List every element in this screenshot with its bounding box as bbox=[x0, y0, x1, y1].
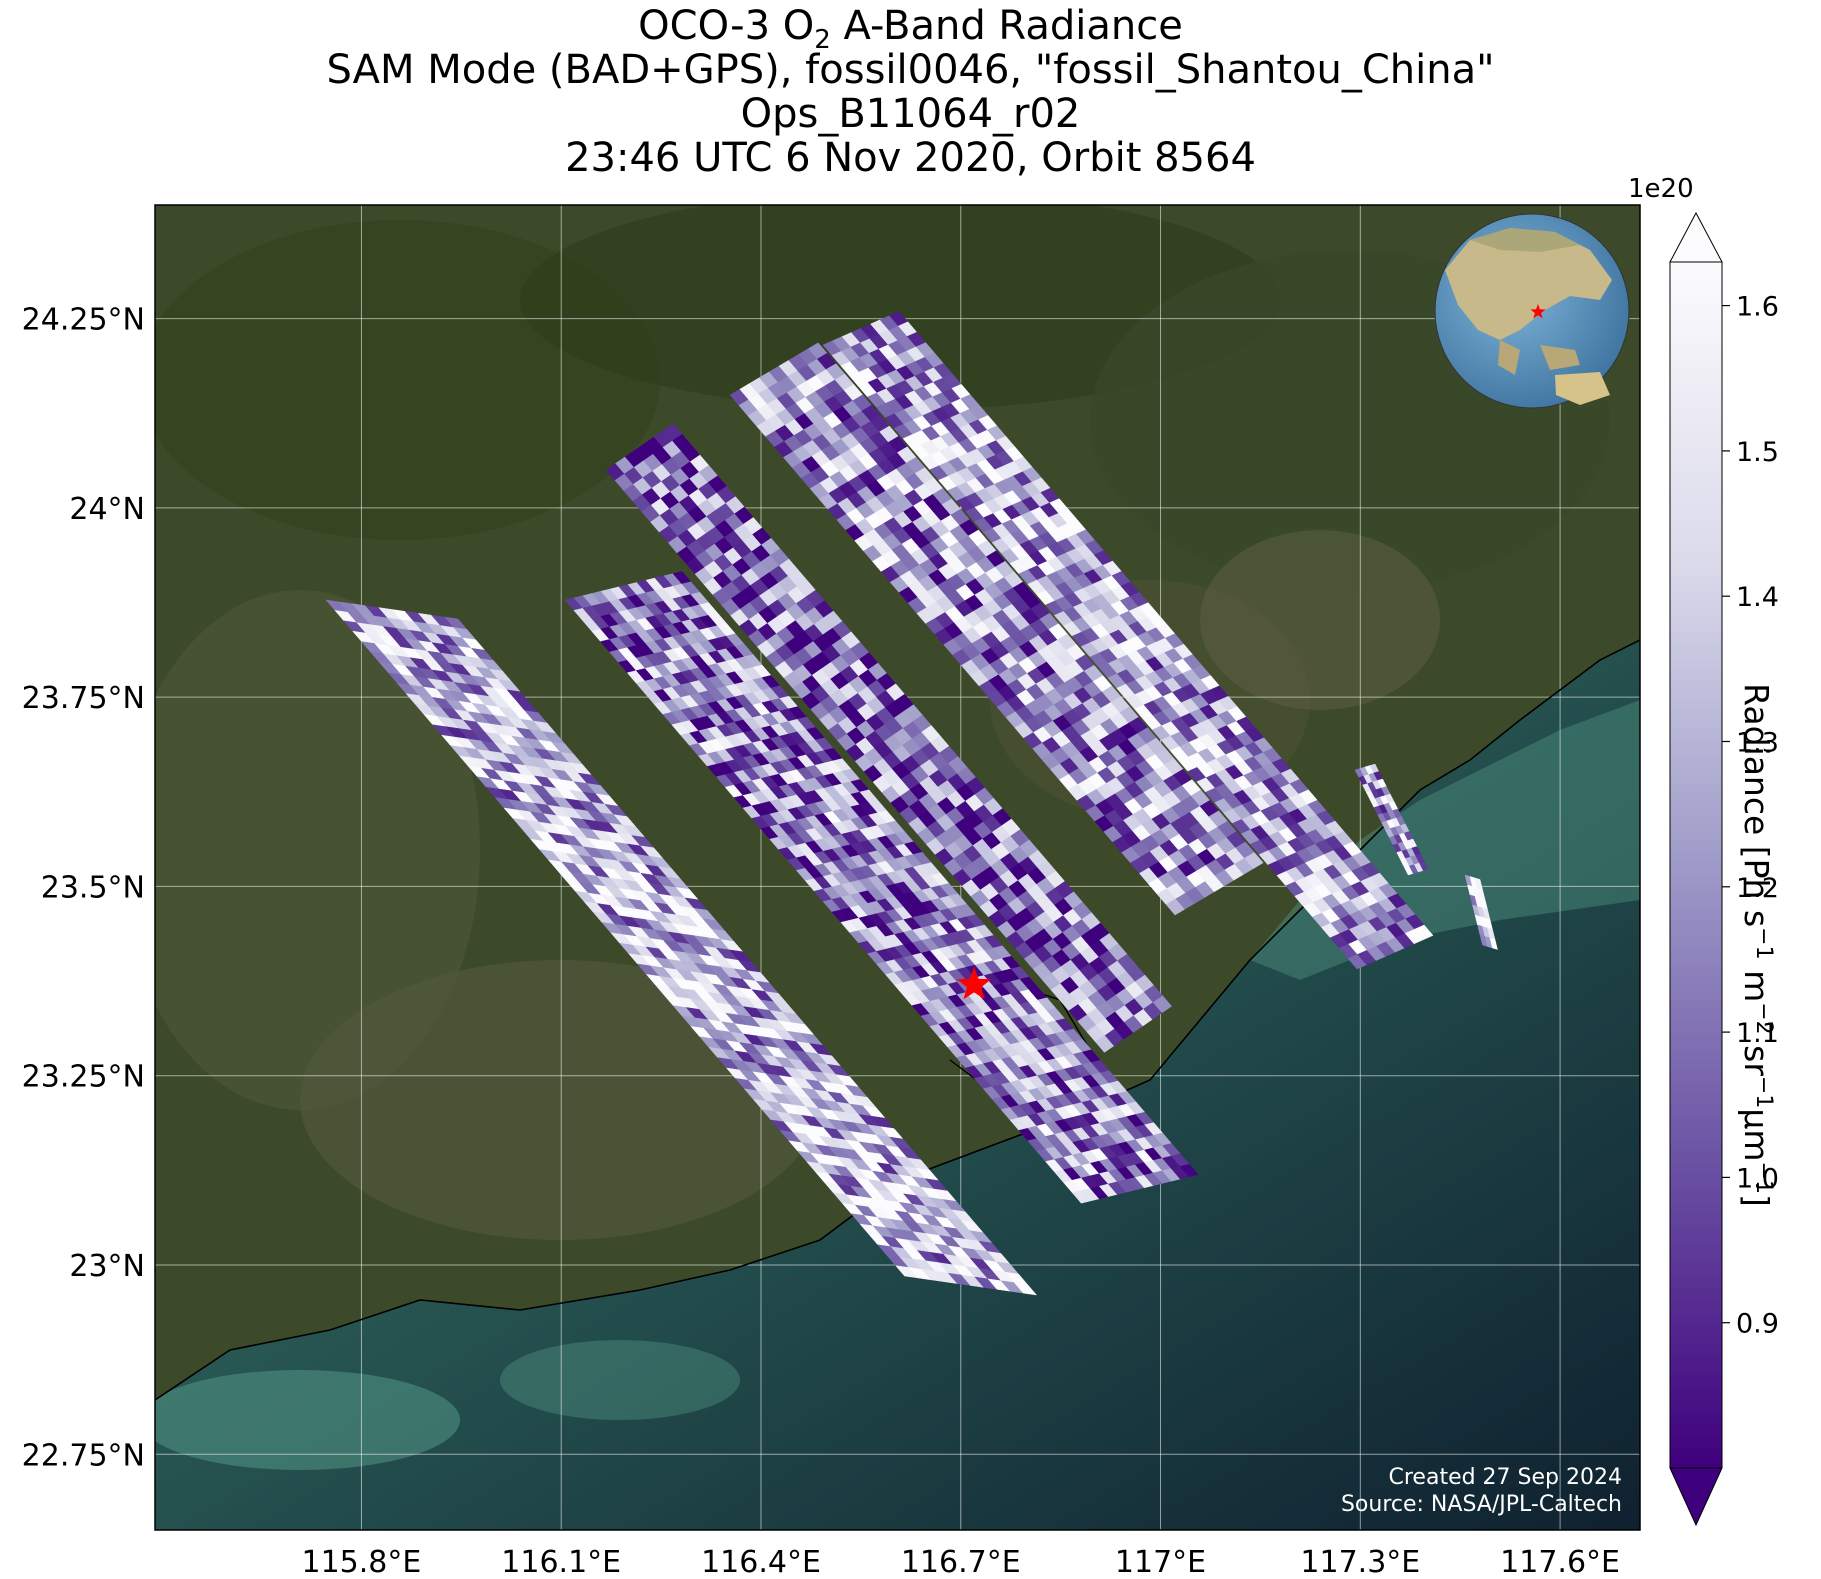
lat-tick-label: 22.75°N bbox=[22, 1438, 145, 1473]
coastline-path bbox=[155, 639, 1640, 1401]
colorbar-tick-label: 1.5 bbox=[1736, 437, 1779, 468]
lon-tick-label: 117.3°E bbox=[1300, 1545, 1420, 1579]
title-line-3: Ops_B11064_r02 bbox=[740, 91, 1081, 137]
colorbar-exponent: 1e20 bbox=[1628, 174, 1694, 204]
colorbar-ticks: 0.9 1.0 1.1 1.2 1.3 1.4 1.5 1.6 bbox=[1722, 292, 1779, 1340]
swath bbox=[564, 571, 1199, 1204]
footprint-cell bbox=[1244, 852, 1264, 869]
footprint-cell bbox=[1179, 1163, 1199, 1178]
colorbar-tick-label: 1.4 bbox=[1736, 582, 1779, 613]
swath bbox=[822, 311, 1434, 970]
figure-title: OCO-3 O2 A-Band Radiance SAM Mode (BAD+G… bbox=[0, 4, 1821, 180]
colorbar: 0.9 1.0 1.1 1.2 1.3 1.4 1.5 1.6 bbox=[1669, 211, 1779, 1527]
colorbar-tick-label: 1.2 bbox=[1736, 873, 1779, 904]
lon-tick-label: 115.8°E bbox=[302, 1545, 422, 1579]
swath bbox=[605, 423, 1172, 1053]
footprint-cell bbox=[1013, 1282, 1038, 1296]
lon-tick-label: 116.4°E bbox=[701, 1545, 821, 1579]
lon-tick-label: 117°E bbox=[1115, 1545, 1206, 1579]
latitude-labels: 24.25°N 24°N 23.75°N 23.5°N 23.25°N 23°N 22.75… bbox=[22, 303, 145, 1474]
lat-tick-label: 23°N bbox=[69, 1249, 145, 1284]
colorbar-tick-label: 1.0 bbox=[1736, 1163, 1779, 1194]
footprint-cell bbox=[1489, 937, 1498, 950]
lon-tick-label: 116.7°E bbox=[901, 1545, 1021, 1579]
lon-tick-label: 117.6°E bbox=[1500, 1545, 1620, 1579]
radiance-swaths bbox=[325, 311, 1498, 1296]
footprint-cell bbox=[1152, 995, 1172, 1014]
colorbar-tick-label: 1.6 bbox=[1736, 292, 1779, 323]
swath bbox=[1464, 874, 1498, 950]
title-line-4: 23:46 UTC 6 Nov 2020, Orbit 8564 bbox=[565, 135, 1256, 181]
credits: Created 27 Sep 2024 Source: NASA/JPL-Cal… bbox=[1341, 1464, 1622, 1518]
lat-tick-label: 23.25°N bbox=[22, 1060, 145, 1095]
lat-tick-label: 24°N bbox=[69, 492, 145, 527]
footprint-cell bbox=[1414, 924, 1434, 940]
colorbar-label: Radiance [Ph s−1 m−2 sr−1μm−1] bbox=[1737, 683, 1776, 1207]
colorbar-tick-label: 1.3 bbox=[1736, 727, 1779, 758]
footprint-cell bbox=[1419, 861, 1429, 871]
source-credit: Source: NASA/JPL-Caltech bbox=[1340, 1492, 1622, 1517]
inset-globe bbox=[1434, 213, 1630, 409]
colorbar-tick-label: 1.1 bbox=[1736, 1018, 1779, 1049]
swath bbox=[325, 599, 1038, 1296]
swath bbox=[729, 342, 1264, 916]
longitude-labels: 115.8°E 116.1°E 116.4°E 116.7°E 117°E 117.3°E… bbox=[302, 1545, 1620, 1579]
swath bbox=[1354, 763, 1429, 876]
lat-tick-label: 23.75°N bbox=[22, 681, 145, 716]
title-line-2: SAM Mode (BAD+GPS), fossil0046, "fossil_… bbox=[326, 47, 1495, 93]
title-line-1: OCO-3 O2 A-Band Radiance bbox=[638, 3, 1183, 55]
colorbar-tick-label: 0.9 bbox=[1736, 1309, 1779, 1340]
lon-tick-label: 116.1°E bbox=[501, 1545, 621, 1579]
target-star bbox=[957, 966, 992, 1000]
map-frame bbox=[154, 204, 1641, 1531]
lat-tick-label: 23.5°N bbox=[41, 870, 145, 905]
lat-tick-label: 24.25°N bbox=[22, 303, 145, 338]
created-date: Created 27 Sep 2024 bbox=[1388, 1465, 1623, 1490]
